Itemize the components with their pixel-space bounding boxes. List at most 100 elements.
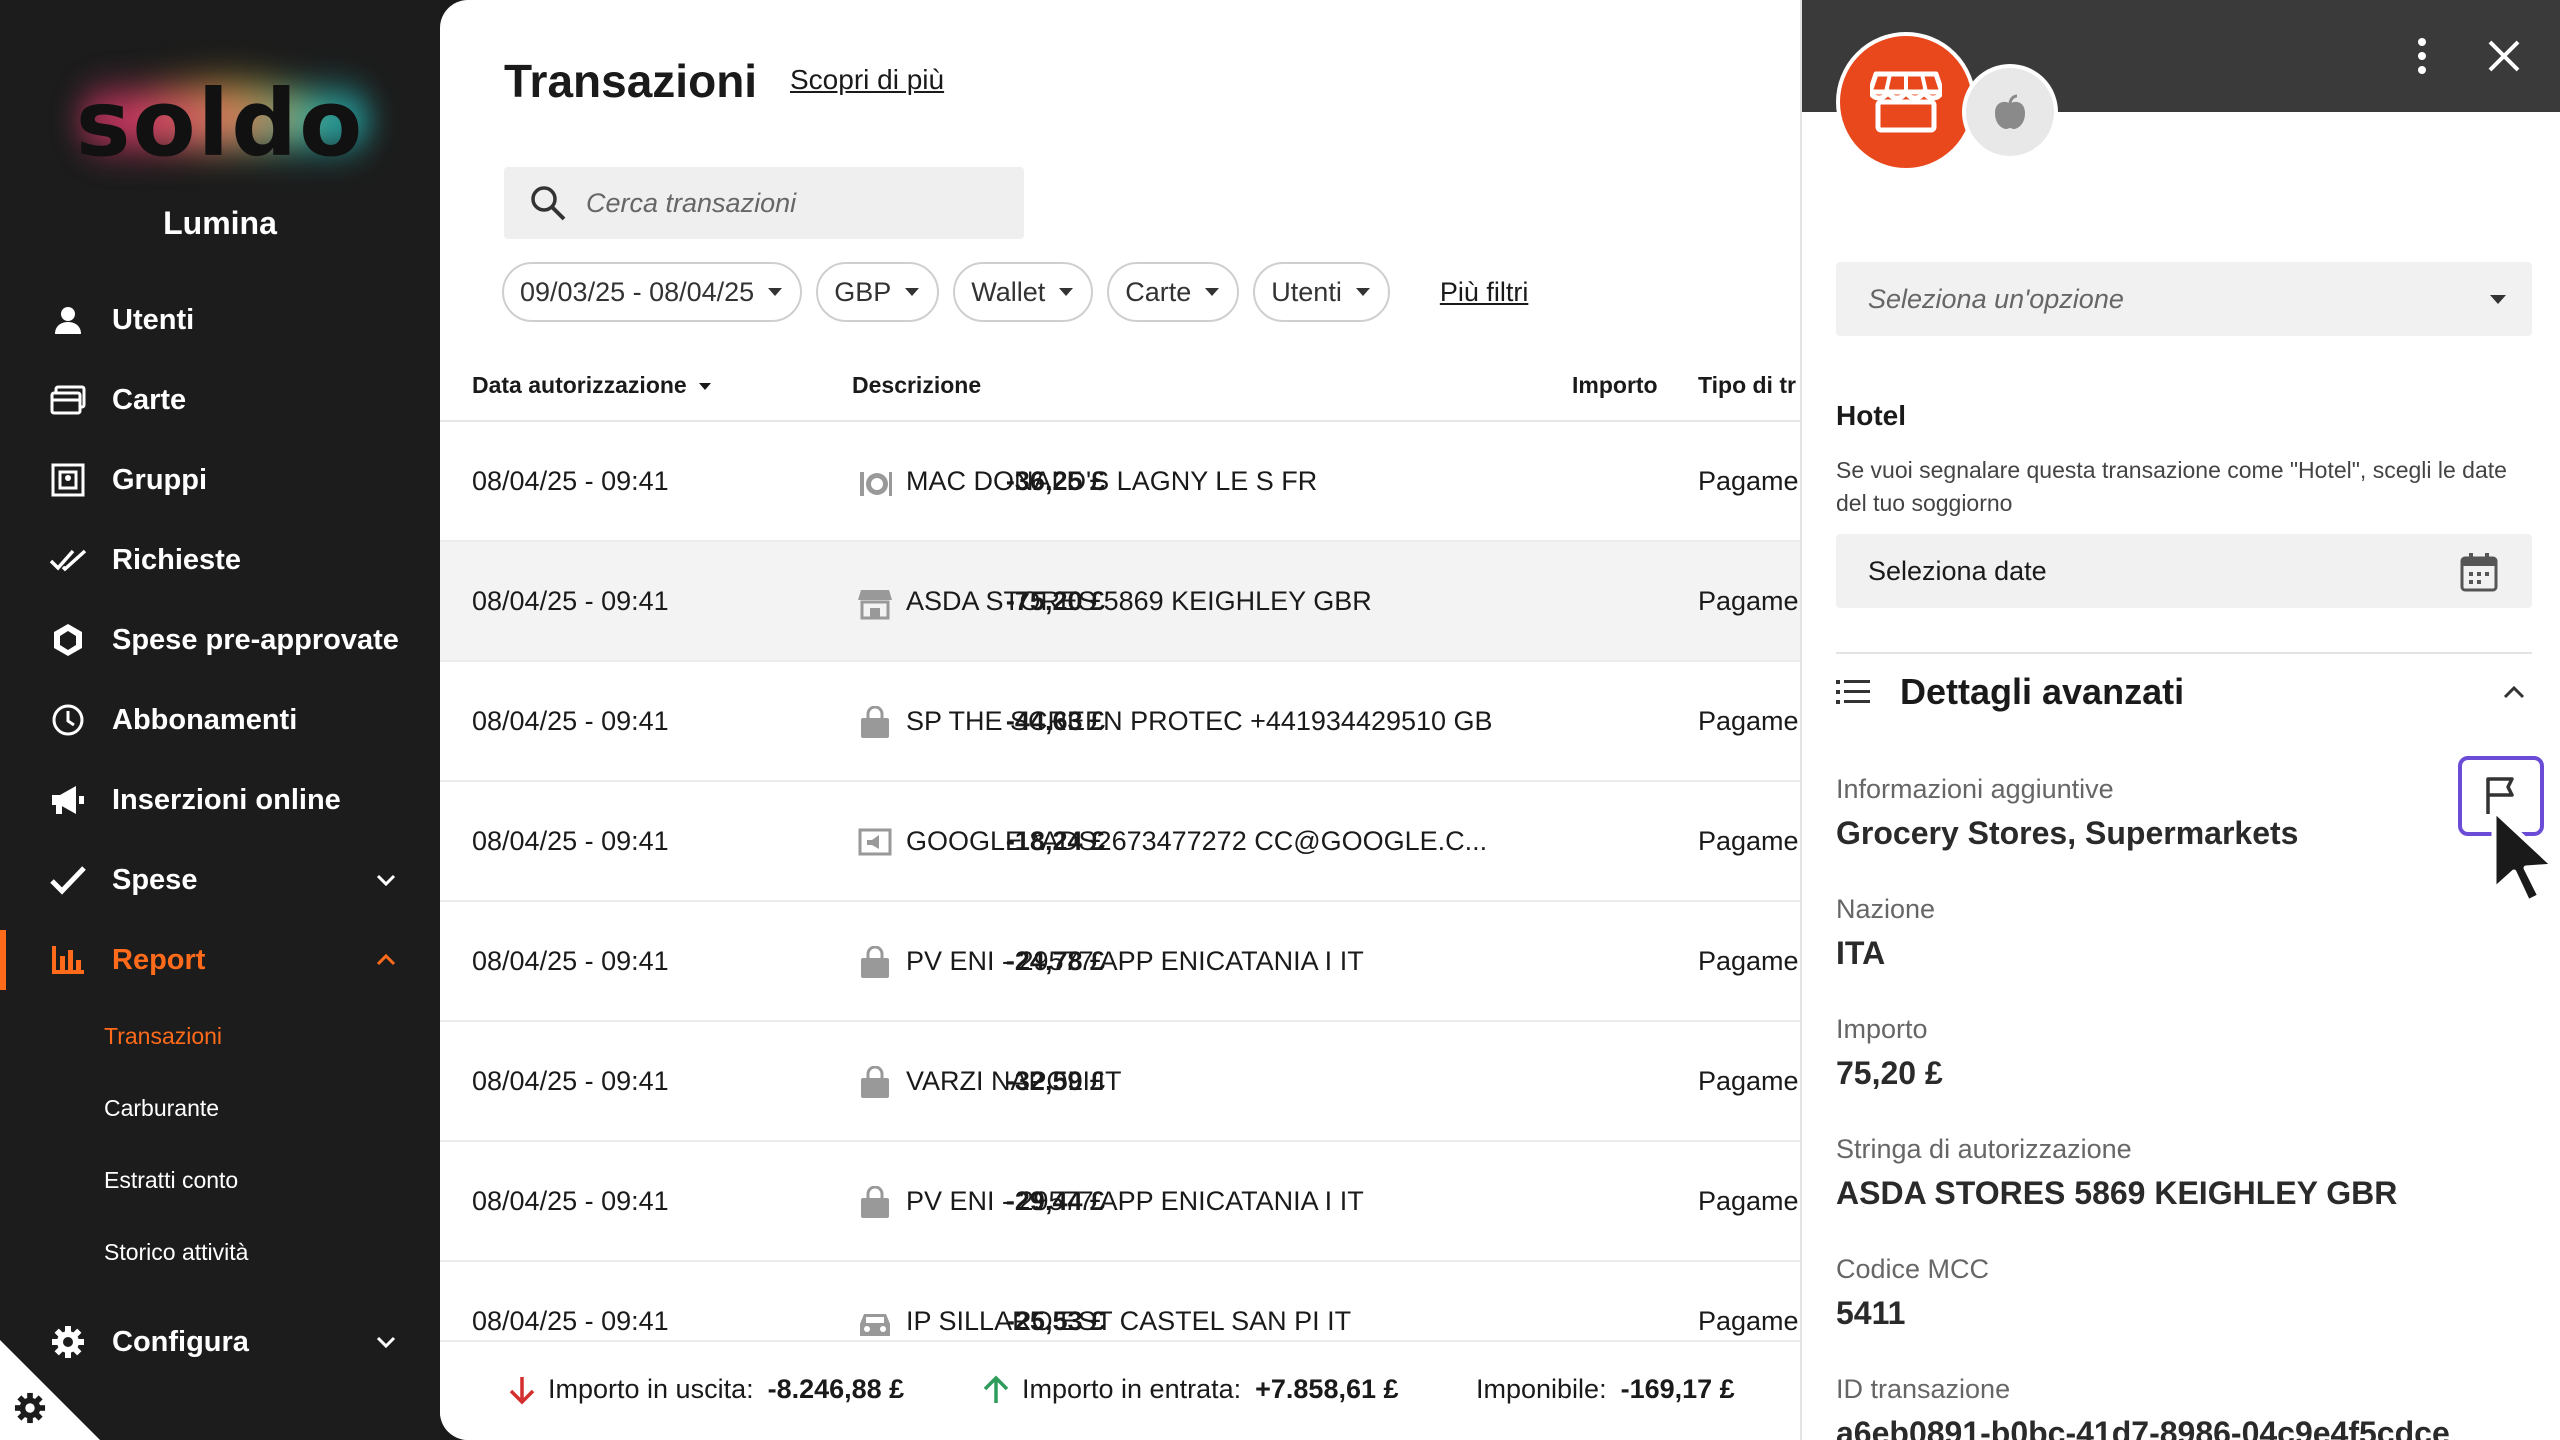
sidebar-item-configura[interactable]: Configura <box>0 1302 440 1382</box>
advanced-details-toggle[interactable]: Dettagli avanzati <box>1836 662 2532 722</box>
sidebar-item-label: Gruppi <box>112 463 208 496</box>
card-icon <box>48 380 88 420</box>
row-description: VARZI NAPOLI IT <box>906 1066 1122 1096</box>
sort-caret-icon <box>699 383 712 391</box>
gear-icon <box>14 1392 46 1424</box>
sidebar-item-gruppi[interactable]: Gruppi <box>0 440 440 520</box>
row-amount: -32,59 £ <box>1005 1066 1105 1096</box>
filter-currency[interactable]: GBP <box>816 262 940 322</box>
filter-label: Wallet <box>971 276 1046 307</box>
more-options-icon[interactable] <box>2412 36 2432 76</box>
detail-value: ITA <box>1836 935 1886 971</box>
filter-wallet[interactable]: Wallet <box>953 262 1094 322</box>
search-input[interactable] <box>586 187 1006 219</box>
caret-down-icon <box>905 288 920 296</box>
sidebar-item-report[interactable]: Report <box>0 920 440 1000</box>
sidebar-item-richieste[interactable]: Richieste <box>0 520 440 600</box>
row-type: Pagamer <box>1698 466 1800 496</box>
table-row[interactable]: 08/04/25 - 09:41 SP THE SCREEN PROTEC +4… <box>440 662 1800 782</box>
table-row[interactable]: 08/04/25 - 09:41 VARZI NAPOLI IT -32,59 … <box>440 1022 1800 1142</box>
learn-more-link[interactable]: Scopri di più <box>790 64 945 95</box>
total-out: Importo in uscita: -8.246,88 £ <box>508 1374 904 1405</box>
total-in-label: Importo in entrata: <box>1022 1374 1242 1404</box>
row-date: 08/04/25 - 09:41 <box>472 1306 669 1336</box>
hotel-description: Se vuoi segnalare questa transazione com… <box>1836 457 2507 516</box>
row-date: 08/04/25 - 09:41 <box>472 1066 669 1096</box>
expense-category-badge[interactable] <box>1962 64 2058 160</box>
row-amount: -25,53 £ <box>1005 1306 1105 1336</box>
list-icon <box>1836 680 1870 704</box>
mouse-cursor-icon <box>2491 807 2557 905</box>
total-out-label: Importo in uscita: <box>548 1374 754 1404</box>
sidebar-item-inserzioni-online[interactable]: Inserzioni online <box>0 760 440 840</box>
logo-text: soldo <box>75 70 365 177</box>
category-select[interactable]: Seleziona un'opzione <box>1836 262 2532 336</box>
sidebar-item-carte[interactable]: Carte <box>0 360 440 440</box>
sidebar-item-spese-pre-approvate[interactable]: Spese pre-approvate <box>0 600 440 680</box>
double-check-icon <box>48 540 88 580</box>
table-row[interactable]: 08/04/25 - 09:41 PV ENI - 29577 APP ENIC… <box>440 1142 1800 1262</box>
sidebar-item-abbonamenti[interactable]: Abbonamenti <box>0 680 440 760</box>
detail-value: 5411 <box>1836 1295 1906 1331</box>
ads-icon <box>858 828 892 856</box>
sidebar-item-label: Spese pre-approvate <box>112 623 399 656</box>
detail-country: Nazione ITA <box>1836 894 2516 972</box>
category-select-placeholder: Seleziona un'opzione <box>1868 283 2124 314</box>
row-date: 08/04/25 - 09:41 <box>472 586 669 616</box>
store-icon <box>1870 71 1942 133</box>
sidebar-subitem-estratti-conto[interactable]: Estratti conto <box>104 1166 239 1193</box>
check-icon <box>48 860 88 900</box>
table-row[interactable]: 08/04/25 - 09:41 ASDA STORES 5869 KEIGHL… <box>440 542 1800 662</box>
table-row[interactable]: 08/04/25 - 09:41 IP SILLARO EST CASTEL S… <box>440 1262 1800 1382</box>
row-description: PV ENI - 29577 APP ENICATANIA I IT <box>906 946 1364 976</box>
row-date: 08/04/25 - 09:41 <box>472 706 669 736</box>
chevron-down-icon <box>376 1336 396 1349</box>
column-header-description[interactable]: Descrizione <box>852 372 982 398</box>
row-type: Pagamer <box>1698 706 1800 736</box>
detail-additional-info: Informazioni aggiuntive Grocery Stores, … <box>1836 774 2516 852</box>
flag-icon <box>2486 777 2514 814</box>
search-icon <box>531 186 566 221</box>
filter-date-range[interactable]: 09/03/25 - 08/04/25 <box>502 262 803 322</box>
sidebar-subitem-storico-attivita[interactable]: Storico attività <box>104 1238 249 1265</box>
search-box[interactable] <box>504 167 1024 239</box>
filter-label: GBP <box>834 276 892 307</box>
transaction-detail-panel: Seleziona un'opzione Hotel Se vuoi segna… <box>1800 0 2560 1440</box>
sidebar-item-label: Spese <box>112 863 198 896</box>
table-row[interactable]: 08/04/25 - 09:41 MAC DONALD'S LAGNY LE S… <box>440 422 1800 542</box>
detail-value: ASDA STORES 5869 KEIGHLEY GBR <box>1836 1175 2398 1211</box>
row-amount: -18,24 £ <box>1005 826 1105 856</box>
row-date: 08/04/25 - 09:41 <box>472 1186 669 1216</box>
restaurant-icon <box>860 472 892 496</box>
sidebar-item-label: Configura <box>112 1325 249 1358</box>
close-icon[interactable] <box>2484 36 2524 76</box>
table-row[interactable]: 08/04/25 - 09:41 PV ENI - 29577 APP ENIC… <box>440 902 1800 1022</box>
caret-down-icon <box>1059 288 1074 296</box>
chevron-down-icon <box>376 874 396 887</box>
sidebar-item-utenti[interactable]: Utenti <box>0 280 440 360</box>
more-filters-link[interactable]: Più filtri <box>1439 276 1529 307</box>
apple-icon <box>1995 94 2025 129</box>
column-header-amount[interactable]: Importo <box>1572 372 1658 398</box>
total-in: Importo in entrata: +7.858,61 £ <box>982 1374 1399 1405</box>
table-row[interactable]: 08/04/25 - 09:41 GOOGLE *ADS2673477272 C… <box>440 782 1800 902</box>
bag-icon <box>861 1066 889 1098</box>
gear-icon <box>48 1322 88 1362</box>
totals-footer: Importo in uscita: -8.246,88 £ Importo i… <box>440 1340 1800 1440</box>
megaphone-icon <box>48 780 88 820</box>
sidebar-item-spese[interactable]: Spese <box>0 840 440 920</box>
filter-cards[interactable]: Carte <box>1107 262 1240 322</box>
column-header-type[interactable]: Tipo di tr <box>1698 372 1796 398</box>
total-taxable: Imponibile: -169,17 £ <box>1476 1374 1735 1405</box>
company-name: Lumina <box>163 205 277 241</box>
clock-icon <box>48 700 88 740</box>
sidebar-subitem-transazioni[interactable]: Transazioni <box>104 1022 223 1049</box>
sidebar-subitem-carburante[interactable]: Carburante <box>104 1094 220 1121</box>
filter-users[interactable]: Utenti <box>1253 262 1390 322</box>
column-header-date[interactable]: Data autorizzazione <box>472 372 712 399</box>
hotel-date-picker[interactable]: Seleziona date <box>1836 534 2532 608</box>
chart-icon <box>48 940 88 980</box>
merchant-category-badge <box>1836 32 1976 172</box>
row-amount: -29,44 £ <box>1005 1186 1105 1216</box>
detail-value: 75,20 £ <box>1836 1055 1943 1091</box>
